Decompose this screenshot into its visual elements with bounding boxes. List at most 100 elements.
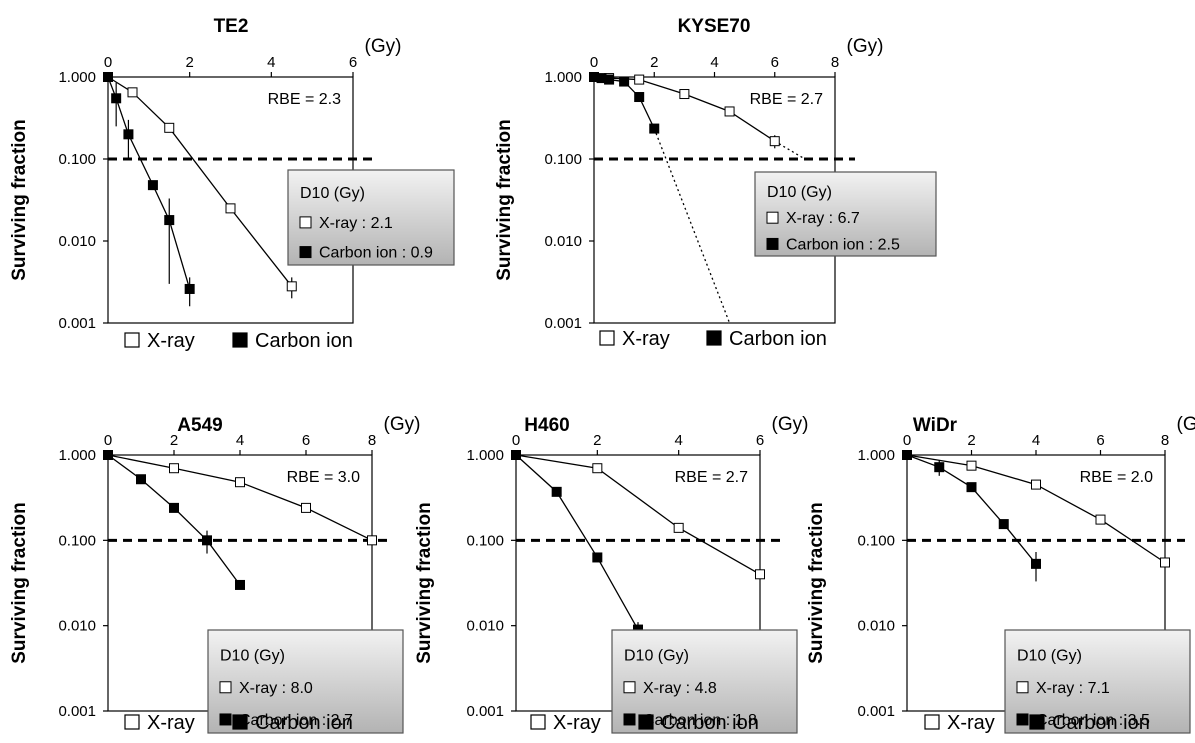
x-tick-label: 6 [756,432,764,449]
legend-carbon-label: Carbon ion [1052,712,1150,734]
d10-box: D10 (Gy) X-ray : 6.7 Carbon ion : 2.5 [754,171,937,257]
data-point [235,477,245,488]
panel-title: H460 [524,415,569,436]
legend-xray-marker [924,714,940,730]
legend-xray-marker [124,714,140,730]
x-tick-label: 4 [1032,432,1040,449]
legend-carbon-marker [232,714,248,730]
series-line [593,76,776,142]
panel-title: TE2 [214,16,249,37]
series-line [107,76,293,287]
data-point [103,450,113,460]
y-tick-label: 0.100 [58,151,96,168]
panel-te2: TE2 0 2 4 6 (Gy) 0.001 0.010 0.100 1.000 Surviving… [9,16,455,352]
x-tick-label: 6 [302,432,310,449]
legend-xray-label: X-ray [147,712,195,734]
d10-carbon-value: Carbon ion : 2.7 [239,712,353,729]
y-tick-label: 0.010 [544,233,582,250]
d10-carbon-marker [766,237,779,250]
series-xray [589,72,780,149]
series-line [107,454,373,541]
d10-xray-marker [1016,681,1029,694]
y-tick-label: 0.001 [857,703,895,720]
y-tick-label: 0.100 [58,532,96,549]
data-point [184,283,195,294]
x-tick-label: 8 [368,432,376,449]
x-tick-label: 2 [593,432,601,449]
x-tick-label: 0 [512,432,520,449]
d10-xray-marker [299,216,312,229]
x-tick-label: 2 [170,432,178,449]
rbe-label: RBE = 3.0 [287,469,360,486]
data-point [1095,514,1106,525]
panel-title: KYSE70 [678,16,751,37]
y-tick-label: 0.100 [466,532,504,549]
d10-box-background [754,171,937,257]
y-tick-label: 0.001 [544,315,582,332]
data-point [301,502,311,513]
d10-carbon-value: Carbon ion : 0.9 [319,245,433,262]
data-point [604,74,615,85]
d10-title: D10 (Gy) [1017,648,1082,665]
data-point [649,123,660,134]
legend-carbon-marker [706,330,722,346]
x-tick-label: 8 [1161,432,1169,449]
legend-carbon-label: Carbon ion [661,712,759,734]
x-tick-label: 0 [590,54,598,71]
y-tick-label: 0.010 [58,618,96,635]
d10-box: D10 (Gy) X-ray : 2.1 Carbon ion : 0.9 [287,169,455,266]
data-point [902,450,912,460]
x-tick-label: 0 [903,432,911,449]
extrapolation-line [774,140,806,160]
x-tick-label: 6 [1096,432,1104,449]
series-line [515,454,639,630]
x-tick-label: 4 [236,432,244,449]
legend: X-ray Carbon ion [124,330,353,352]
d10-carbon-marker [623,713,636,726]
legend-carbon-marker [1029,714,1045,730]
x-tick-label: 6 [771,54,779,71]
data-point [634,92,645,103]
y-tick-label: 0.010 [58,233,96,250]
y-tick-label: 1.000 [58,69,96,86]
data-point [511,450,521,460]
d10-xray-value: X-ray : 6.7 [786,210,860,227]
d10-xray-value: X-ray : 7.1 [1036,680,1110,697]
panel-title: A549 [177,415,222,436]
series-carbon-ion [589,72,660,134]
d10-carbon-marker [219,713,232,726]
data-point [164,122,175,133]
data-point [1031,479,1041,490]
data-point [111,93,122,104]
d10-carbon-value: Carbon ion : 2.5 [786,236,900,253]
legend: X-ray Carbon ion [924,712,1150,734]
data-point [164,215,175,226]
data-point [169,463,179,474]
legend-xray-label: X-ray [622,328,670,350]
rbe-label: RBE = 2.7 [675,469,748,486]
d10-xray-marker [219,681,232,694]
y-axis-label: Surviving fraction [9,502,30,664]
rbe-label: RBE = 2.0 [1080,469,1153,486]
rbe-label: RBE = 2.3 [268,91,341,108]
panel-kyse70: KYSE70 0 2 4 6 8 (Gy) 0.001 0.010 0.100 1.000 Survi… [494,16,937,350]
x-tick-label: 2 [967,432,975,449]
data-point [169,502,179,513]
legend-xray-marker [530,714,546,730]
data-point [286,281,297,292]
d10-xray-value: X-ray : 4.8 [643,680,717,697]
data-point [367,535,377,546]
y-tick-label: 1.000 [857,447,895,464]
legend-xray-marker [124,332,140,348]
x-axis-unit-label: (Gy) [847,36,884,57]
panel-a549: A549 0 2 4 6 8 (Gy) 0.001 0.010 0.100 1.000 Survivi… [9,414,420,734]
legend-xray-label: X-ray [553,712,601,734]
d10-title: D10 (Gy) [624,648,689,665]
data-point [755,569,765,580]
x-axis-unit-label: (Gy) [772,414,809,435]
y-tick-label: 1.000 [58,447,96,464]
legend-carbon-label: Carbon ion [255,330,353,352]
y-tick-label: 0.001 [466,703,504,720]
series-carbon-ion [511,450,643,639]
